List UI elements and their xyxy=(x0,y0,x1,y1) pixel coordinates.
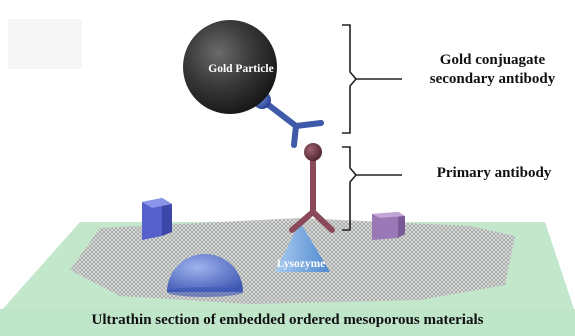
gold-conjugate-label-line2: secondary antibody xyxy=(429,71,556,87)
brace-gold-conjugate xyxy=(342,24,402,134)
right-cube xyxy=(372,212,405,240)
bottom-caption: Ultrathin section of embedded ordered me… xyxy=(91,312,484,328)
secondary-antibody xyxy=(259,97,324,148)
hemisphere-dome xyxy=(167,254,243,292)
blank-inset xyxy=(8,19,82,69)
gold-conjugate-label-line1: Gold conjuagate xyxy=(439,52,546,68)
primary-antibody xyxy=(289,153,335,233)
left-cube xyxy=(142,198,172,240)
lysozyme-pyramid xyxy=(275,222,330,272)
primary-antibody-head xyxy=(304,143,322,161)
gold-particle xyxy=(183,20,277,114)
primary-antibody-label: Primary antibody xyxy=(436,165,552,181)
caption-bar xyxy=(0,309,575,336)
gold-particle-label: Gold Particle xyxy=(208,63,274,75)
lysozyme-label: Lysozyme xyxy=(276,258,326,270)
brace-primary-antibody xyxy=(342,146,402,231)
